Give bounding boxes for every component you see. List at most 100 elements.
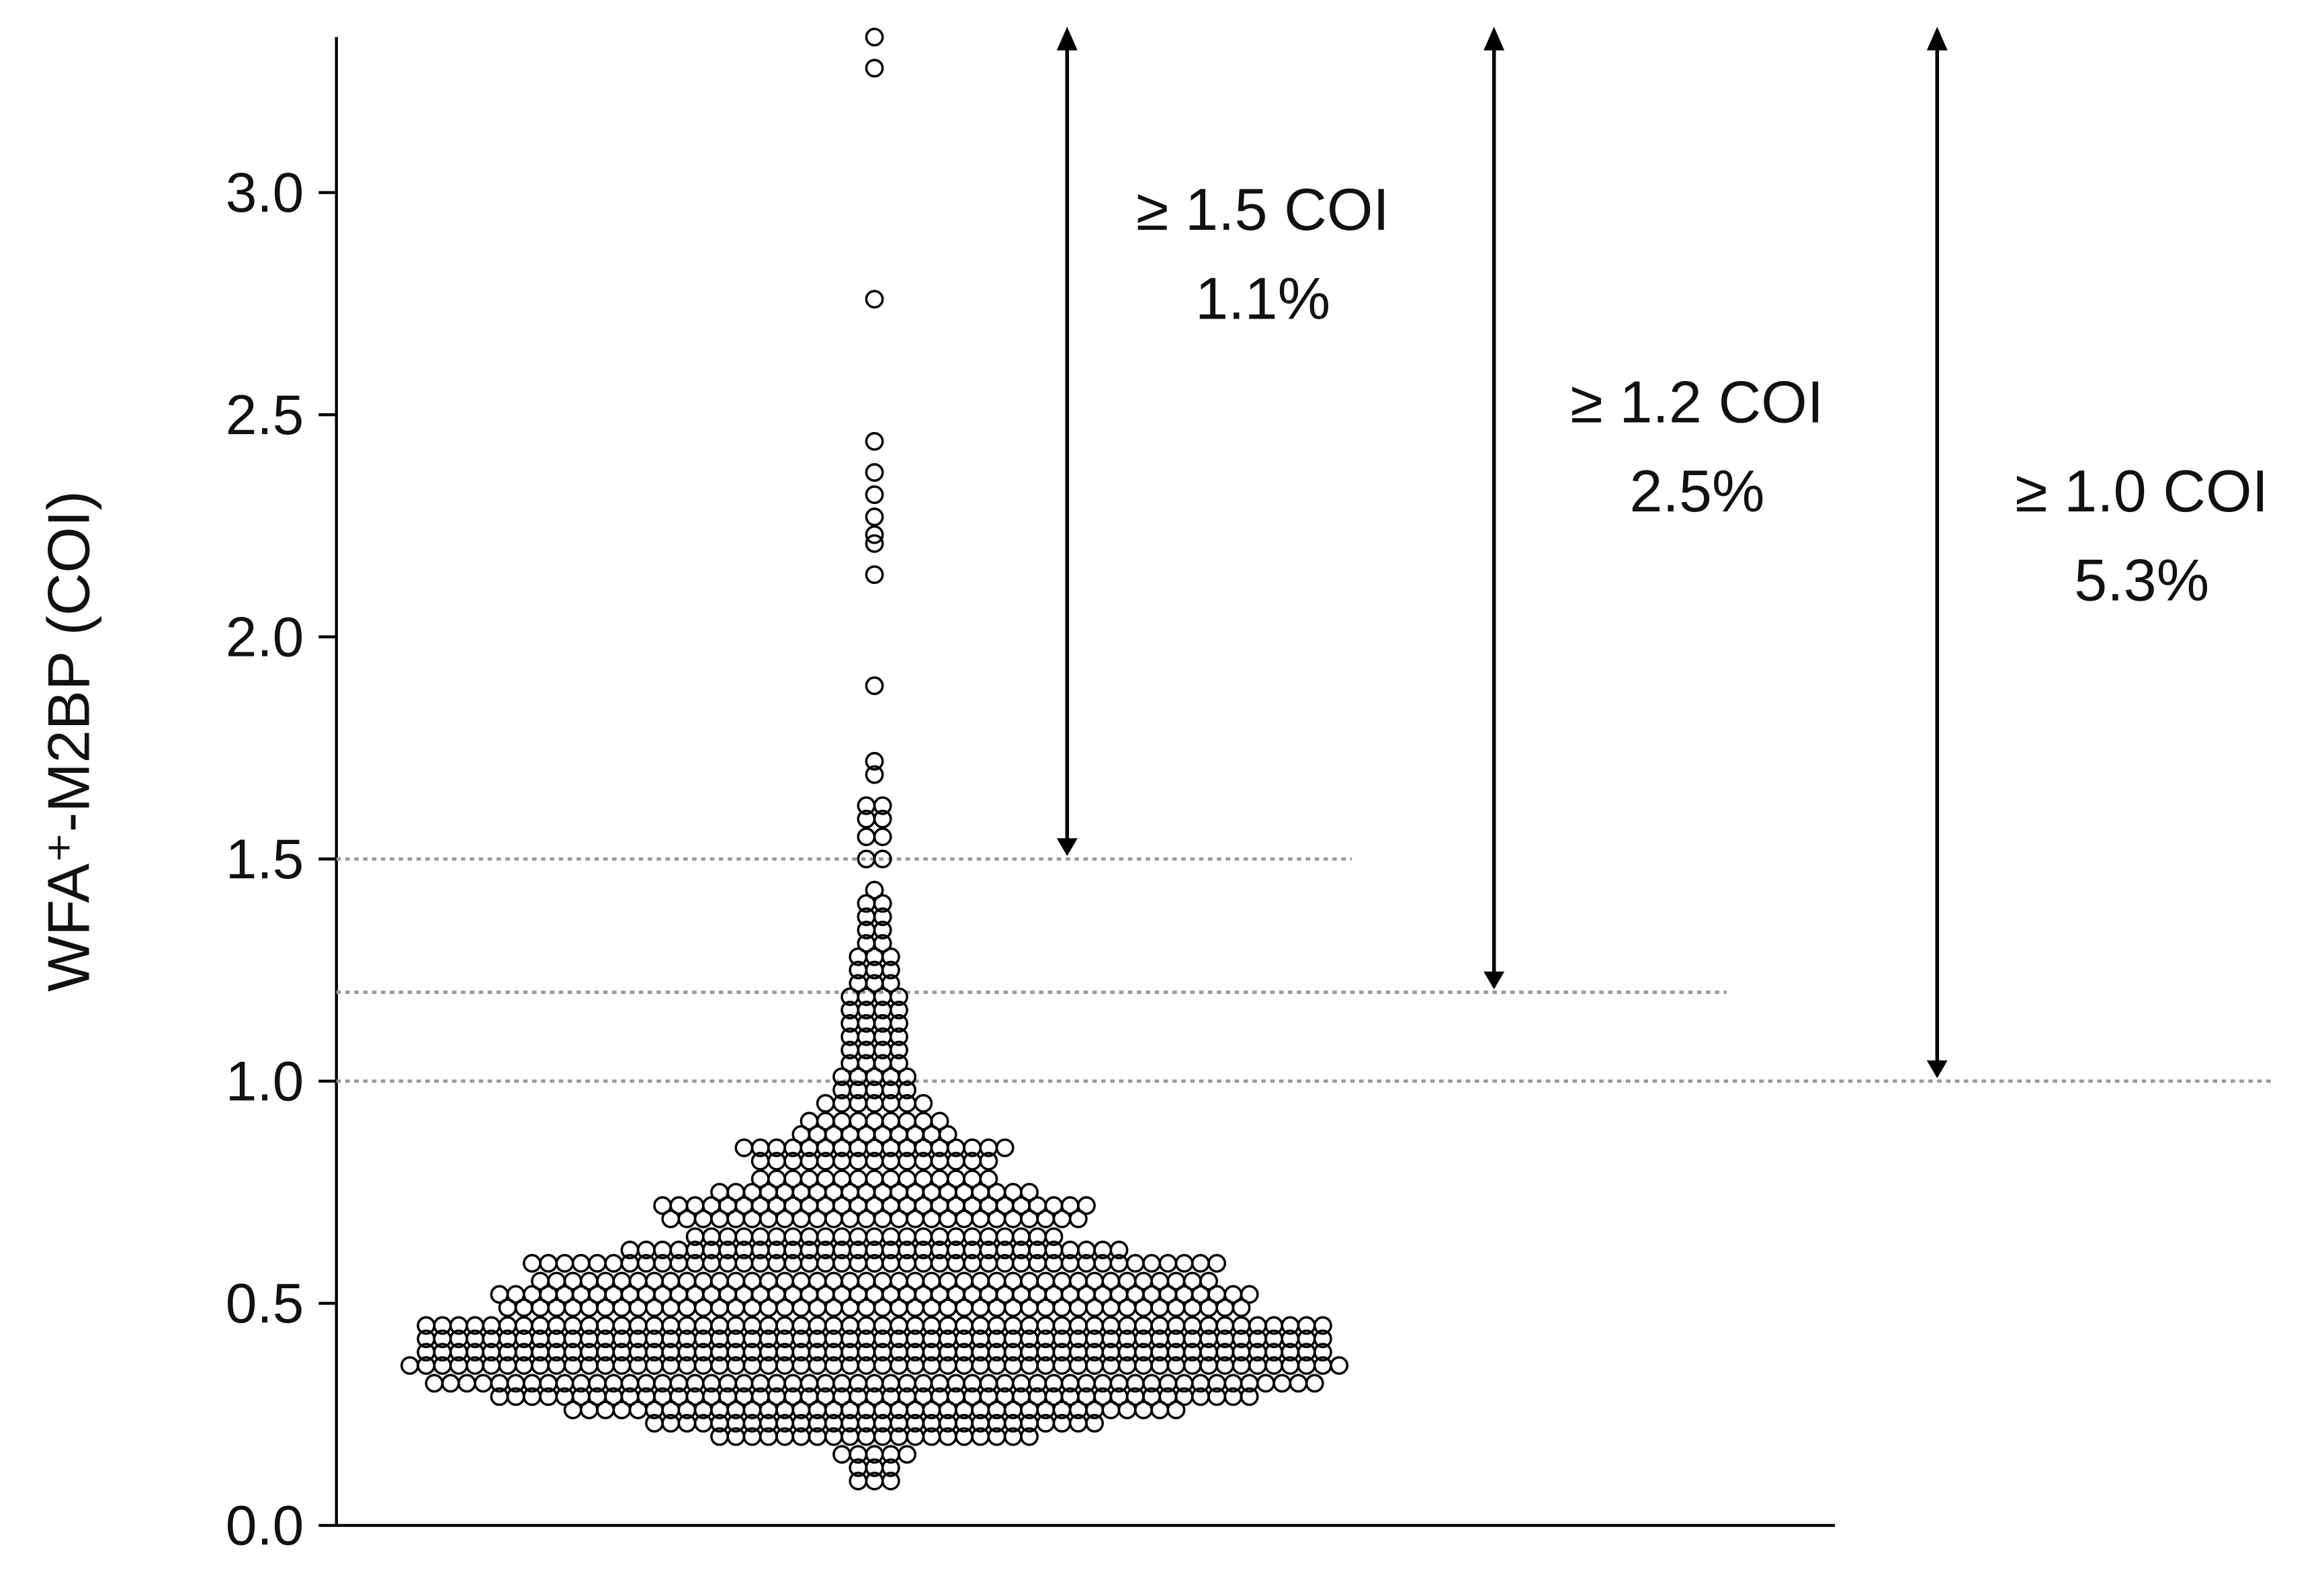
data-point xyxy=(539,1254,558,1273)
arrow-head xyxy=(1056,838,1078,856)
data-point xyxy=(832,1445,851,1464)
data-point xyxy=(1150,1271,1170,1291)
data-point xyxy=(579,1271,599,1291)
data-point xyxy=(1125,1254,1145,1273)
data-point xyxy=(1166,1271,1186,1291)
data-point xyxy=(873,849,892,869)
data-point xyxy=(865,765,884,784)
data-point xyxy=(1020,1271,1039,1291)
data-point xyxy=(857,827,876,847)
data-point xyxy=(881,1111,900,1131)
data-point xyxy=(555,1254,574,1273)
data-point xyxy=(873,921,892,939)
data-point xyxy=(865,463,884,482)
data-point xyxy=(800,1111,819,1131)
data-point xyxy=(890,987,908,1007)
data-point xyxy=(898,1111,916,1131)
data-point xyxy=(898,1445,916,1464)
data-point xyxy=(523,1254,542,1273)
data-point xyxy=(669,1196,689,1215)
data-point xyxy=(775,1271,794,1291)
data-point xyxy=(881,960,900,980)
data-point xyxy=(816,1093,835,1113)
data-point xyxy=(881,1471,900,1491)
data-point xyxy=(645,1271,664,1291)
arrow-head xyxy=(1926,1060,1948,1079)
data-point xyxy=(865,880,884,900)
data-point xyxy=(596,1271,615,1291)
data-point xyxy=(506,1285,525,1304)
data-point xyxy=(890,1040,908,1060)
data-point xyxy=(1109,1241,1129,1259)
y-tick-label: 1.0 xyxy=(226,1050,304,1113)
data-point xyxy=(531,1271,550,1291)
data-point xyxy=(881,947,900,966)
data-point xyxy=(1068,1271,1088,1291)
y-axis-label: WFA⁺-M2BP (COI) xyxy=(35,491,101,992)
data-point xyxy=(898,1169,916,1189)
data-point xyxy=(742,1271,762,1291)
data-point xyxy=(1003,1183,1023,1202)
data-point xyxy=(890,1001,908,1019)
data-point xyxy=(791,1271,811,1291)
data-point xyxy=(890,1013,908,1033)
data-point xyxy=(425,1374,444,1393)
data-point xyxy=(865,1111,884,1131)
data-point xyxy=(906,1271,925,1291)
data-point xyxy=(677,1271,697,1291)
threshold-percent: 2.5% xyxy=(1629,458,1764,524)
data-point xyxy=(710,1271,729,1291)
data-point xyxy=(1305,1374,1324,1393)
data-point xyxy=(873,796,892,815)
data-point xyxy=(1085,1414,1105,1433)
data-point xyxy=(865,290,884,309)
data-point xyxy=(1207,1254,1227,1273)
data-point xyxy=(1101,1271,1121,1291)
data-point xyxy=(873,827,892,847)
data-point xyxy=(726,1183,746,1202)
data-point xyxy=(1313,1316,1332,1335)
data-point xyxy=(1085,1271,1105,1291)
data-point xyxy=(612,1271,632,1291)
data-point xyxy=(1182,1271,1202,1291)
threshold-label: ≥ 1.2 COI xyxy=(1570,369,1823,435)
data-point xyxy=(930,1111,949,1131)
y-tick-label: 1.5 xyxy=(226,827,304,890)
data-point xyxy=(979,1151,998,1171)
data-point xyxy=(881,1458,900,1477)
data-point xyxy=(571,1254,591,1273)
data-point xyxy=(628,1271,648,1291)
data-point xyxy=(783,1169,803,1189)
data-point xyxy=(890,1027,908,1046)
data-point xyxy=(588,1254,607,1273)
data-point xyxy=(693,1271,713,1291)
data-point xyxy=(604,1254,623,1273)
data-point xyxy=(474,1374,493,1393)
data-point xyxy=(441,1374,460,1393)
data-point xyxy=(865,751,884,771)
data-point xyxy=(1068,1209,1088,1228)
data-point xyxy=(865,525,884,544)
data-point xyxy=(1223,1285,1243,1304)
data-point xyxy=(1036,1271,1056,1291)
data-point xyxy=(1044,1196,1064,1215)
threshold-label: ≥ 1.0 COI xyxy=(2015,458,2268,524)
arrow-head xyxy=(1483,971,1505,990)
data-point xyxy=(1199,1271,1218,1291)
data-point xyxy=(1077,1196,1096,1215)
data-point xyxy=(865,507,884,527)
data-point xyxy=(1240,1387,1259,1407)
y-tick-label: 3.0 xyxy=(226,161,304,224)
data-point xyxy=(955,1271,974,1291)
data-point xyxy=(987,1271,1006,1291)
data-point xyxy=(914,1111,933,1131)
data-point xyxy=(946,1169,965,1189)
data-point xyxy=(1052,1271,1072,1291)
data-point xyxy=(865,431,884,451)
data-point xyxy=(1060,1196,1080,1215)
arrow-head xyxy=(1483,26,1505,51)
data-point xyxy=(1142,1254,1161,1273)
data-point xyxy=(816,1111,835,1131)
data-point xyxy=(971,1271,990,1291)
data-point xyxy=(963,1169,982,1189)
